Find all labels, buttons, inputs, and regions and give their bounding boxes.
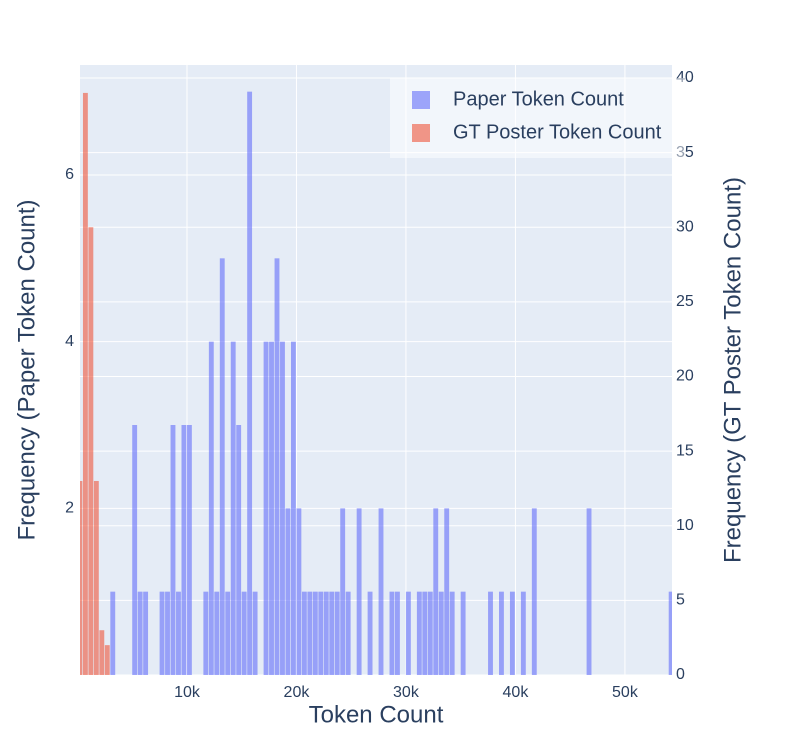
histogram-bar (340, 508, 346, 675)
histogram-bar (247, 91, 253, 675)
histogram-bar (186, 425, 192, 675)
histogram-bar (296, 508, 302, 675)
histogram-bar (668, 591, 672, 675)
histogram-bar (137, 591, 143, 675)
histogram-bar (170, 425, 176, 675)
y-axis-title: Frequency (Paper Token Count) (13, 199, 40, 540)
histogram-bar (263, 341, 269, 675)
histogram-bar (203, 591, 209, 675)
histogram-bar (389, 591, 395, 675)
histogram-bar (132, 425, 138, 675)
histogram-bar (165, 591, 170, 675)
y2-tick-label: 10 (676, 517, 694, 534)
y2-tick-label: 15 (676, 442, 694, 459)
x-tick-label: 20k (284, 684, 311, 701)
histogram-bar (176, 591, 181, 675)
histogram-bar (104, 645, 110, 675)
histogram-bar (438, 591, 444, 675)
histogram-bar (318, 591, 324, 675)
histogram-bar (208, 341, 214, 675)
histogram-bar (269, 341, 274, 675)
y-tick-label: 6 (65, 166, 74, 183)
plot-background (80, 65, 672, 675)
y2-tick-label: 0 (676, 666, 685, 683)
y2-tick-label: 25 (676, 293, 694, 310)
histogram-bar (367, 591, 373, 675)
y-tick-label: 2 (65, 500, 74, 517)
histogram-bar (345, 591, 351, 675)
legend: Paper Token Count GT Poster Token Count (390, 78, 684, 158)
y2-tick-label: 30 (676, 218, 694, 235)
y2-tick-label: 5 (676, 592, 685, 609)
histogram-bar (394, 591, 400, 675)
y2-tick-label: 20 (676, 368, 694, 385)
histogram-bar (99, 630, 105, 675)
x-tick-label: 50k (612, 684, 639, 701)
x-tick-label: 40k (503, 684, 530, 701)
histogram-bar (427, 591, 433, 675)
histogram-bar (82, 92, 88, 675)
histogram-bar (509, 591, 515, 675)
histogram-bar (586, 508, 592, 675)
histogram-bar (531, 508, 537, 675)
histogram-bar (520, 591, 526, 675)
histogram-bar (329, 591, 335, 675)
histogram-bar (356, 508, 362, 675)
legend-swatch (412, 124, 430, 142)
histogram-bar (274, 258, 280, 675)
histogram-bar (181, 425, 187, 675)
x-tick-label: 30k (393, 684, 420, 701)
histogram-bar (236, 425, 242, 675)
histogram-bar (301, 591, 307, 675)
histogram-bar (230, 341, 236, 675)
histogram-bar (285, 508, 291, 675)
histogram-bar (93, 480, 99, 675)
histogram-bar (143, 591, 149, 675)
histogram-bar (323, 591, 329, 675)
bars (80, 91, 672, 675)
histogram-bar (449, 591, 455, 675)
histogram-bar (307, 591, 313, 675)
y2-axis-title: Frequency (GT Poster Token Count) (719, 177, 746, 563)
histogram-bar (214, 591, 220, 675)
histogram-bar (80, 480, 83, 675)
histogram-bar (499, 591, 504, 675)
histogram-bar (422, 591, 428, 675)
histogram-bar (433, 508, 439, 675)
histogram-bar (159, 591, 165, 675)
x-axis-title: Token Count (309, 701, 444, 728)
histogram-bar (334, 591, 340, 675)
legend-box (390, 78, 684, 158)
histogram-bar (88, 227, 94, 675)
legend-label: Paper Token Count (453, 88, 624, 110)
legend-label: GT Poster Token Count (453, 121, 662, 143)
histogram-bar (241, 591, 247, 675)
x-tick-label: 10k (174, 684, 201, 701)
legend-swatch (412, 91, 430, 109)
histogram-bar (460, 591, 466, 675)
histogram-bar (219, 258, 225, 675)
histogram-bar (312, 591, 318, 675)
histogram-bar (378, 508, 384, 675)
histogram-bar (280, 341, 285, 675)
histogram-bar (252, 591, 258, 675)
histogram-bar (110, 591, 116, 675)
histogram-bar (225, 591, 231, 675)
histogram-bar (416, 591, 422, 675)
histogram-bar (444, 508, 450, 675)
histogram-bar (290, 341, 296, 675)
histogram-bar (488, 591, 493, 675)
y-tick-label: 4 (65, 333, 74, 350)
histogram-bar (405, 591, 411, 675)
